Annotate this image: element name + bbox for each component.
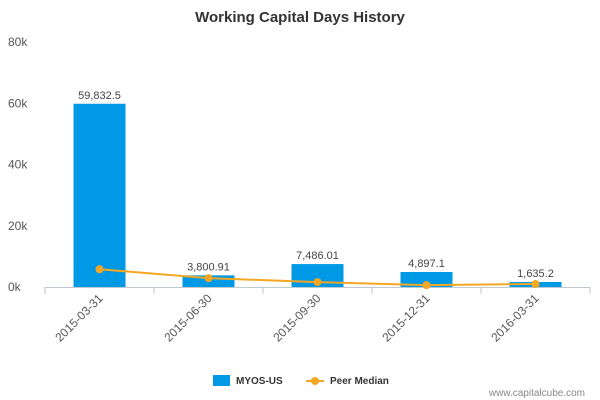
line-point (313, 278, 322, 287)
y-tick-label: 20k (8, 219, 28, 233)
bar (73, 103, 126, 287)
y-axis: 0k 20k 40k 60k 80k (8, 35, 28, 294)
y-tick-label: 0k (8, 280, 22, 294)
legend: MYOS-US Peer Median (213, 375, 389, 387)
y-tick-label: 40k (8, 158, 28, 172)
legend-label-myos-us: MYOS-US (236, 376, 283, 387)
bar-data-label: 4,897.1 (408, 258, 445, 270)
y-tick-label: 80k (8, 35, 28, 49)
bar-data-labels: 59,832.5 3,800.91 7,486.01 4,897.1 1,635.2 (78, 90, 554, 280)
line-point (204, 274, 213, 283)
x-tick-label: 2015-06-30 (161, 291, 215, 345)
credit-text: www.capitalcube.com (488, 388, 585, 399)
x-tick-label: 2016-03-31 (488, 291, 542, 345)
bar (400, 272, 453, 287)
line-series-peer-median (95, 265, 540, 290)
chart-title: Working Capital Days History (195, 9, 405, 26)
x-tick-label: 2015-09-30 (270, 291, 324, 345)
x-tick-label: 2015-03-31 (52, 291, 106, 345)
line-point (422, 281, 431, 290)
x-axis: 2015-03-31 2015-06-30 2015-09-30 2015-12-31… (44, 287, 591, 345)
legend-swatch-myos-us (213, 375, 230, 386)
line-point (531, 279, 540, 288)
legend-marker-peer-median (311, 377, 319, 385)
x-tick-label: 2015-12-31 (379, 291, 433, 345)
bar-data-label: 7,486.01 (296, 250, 339, 262)
line-point (95, 265, 104, 274)
bar-data-label: 1,635.2 (517, 268, 554, 280)
y-tick-label: 60k (8, 96, 28, 110)
legend-label-peer-median: Peer Median (330, 376, 389, 387)
bar-data-label: 3,800.91 (187, 261, 230, 273)
bar-data-label: 59,832.5 (78, 90, 121, 102)
